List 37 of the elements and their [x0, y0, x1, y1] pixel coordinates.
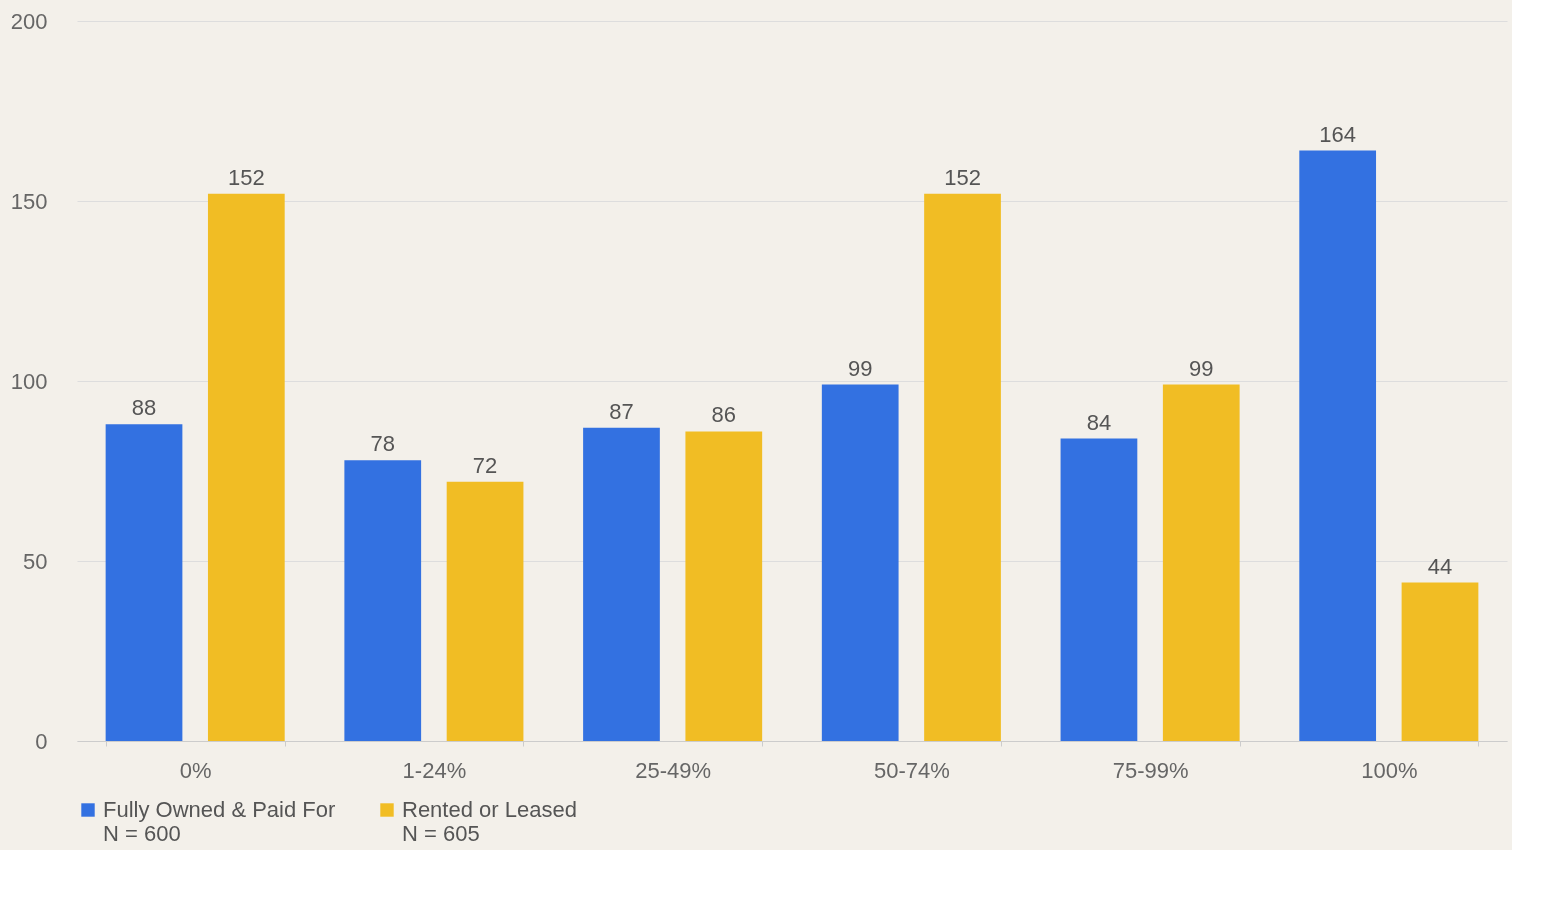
x-tick-label: 75-99%: [1112, 757, 1189, 783]
bar: [685, 431, 763, 741]
data-label: 44: [1427, 553, 1453, 579]
legend-label: Rented or Leased N = 605: [402, 797, 577, 846]
data-label: 86: [711, 402, 737, 428]
bar: [821, 384, 899, 741]
data-label: 99: [847, 355, 873, 381]
data-label: 152: [944, 164, 981, 190]
y-tick-label: 50: [23, 548, 48, 574]
x-tick-label: 50-74%: [873, 757, 950, 783]
x-tick-label: 100%: [1361, 757, 1418, 783]
x-tick-label: 1-24%: [402, 757, 467, 783]
y-tick-label: 100: [10, 368, 48, 394]
bar: [105, 424, 183, 741]
y-tick-label: 150: [10, 188, 48, 214]
data-label: 99: [1189, 355, 1214, 381]
data-label: 152: [227, 164, 265, 190]
data-label: 84: [1086, 409, 1112, 435]
bar: [1401, 582, 1479, 741]
legend-label: Fully Owned & Paid For N = 600: [103, 797, 336, 846]
y-tick-label: 200: [10, 8, 48, 34]
x-tick-label: 25-49%: [635, 757, 712, 783]
x-tick-label: 0%: [179, 757, 212, 783]
bar: [207, 193, 285, 741]
data-label: 88: [131, 395, 157, 421]
data-label: 164: [1319, 121, 1357, 147]
bar: [1162, 384, 1240, 741]
data-label: 72: [472, 452, 498, 478]
bar: [446, 481, 524, 741]
data-label: 78: [370, 431, 395, 457]
bar: [583, 427, 660, 741]
bar: [924, 193, 1001, 741]
bar: [344, 460, 422, 741]
y-tick-label: 0: [35, 728, 48, 754]
bar: [1060, 438, 1138, 741]
data-label: 87: [609, 398, 634, 424]
bar: [1299, 150, 1377, 741]
